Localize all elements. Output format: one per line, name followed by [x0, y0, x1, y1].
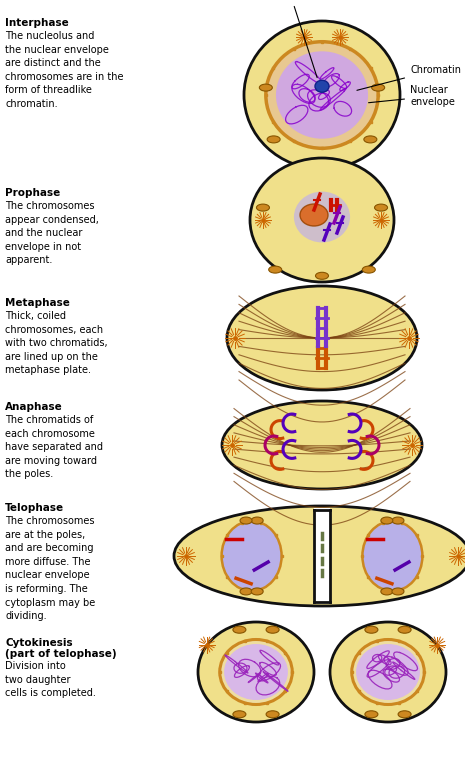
Ellipse shape — [381, 588, 393, 595]
Ellipse shape — [374, 204, 387, 211]
Ellipse shape — [300, 204, 328, 226]
Bar — [314, 508, 330, 604]
Ellipse shape — [251, 588, 263, 595]
Ellipse shape — [222, 401, 422, 489]
Ellipse shape — [267, 136, 280, 143]
Ellipse shape — [174, 506, 465, 606]
Ellipse shape — [362, 266, 375, 273]
Ellipse shape — [259, 84, 272, 91]
Ellipse shape — [233, 711, 246, 718]
Ellipse shape — [330, 622, 446, 722]
Ellipse shape — [266, 711, 279, 718]
Ellipse shape — [266, 41, 378, 148]
Ellipse shape — [240, 517, 252, 524]
Ellipse shape — [372, 84, 385, 91]
Ellipse shape — [266, 626, 279, 633]
Ellipse shape — [251, 517, 263, 524]
Ellipse shape — [294, 191, 350, 243]
Text: Division into
two daughter
cells is completed.: Division into two daughter cells is comp… — [5, 661, 96, 698]
Ellipse shape — [257, 204, 269, 211]
Ellipse shape — [315, 273, 328, 280]
Text: Thick, coiled
chromosomes, each
with two chromatids,
are lined up on the
metapha: Thick, coiled chromosomes, each with two… — [5, 311, 107, 376]
Ellipse shape — [269, 266, 282, 273]
Ellipse shape — [244, 21, 400, 169]
Ellipse shape — [362, 521, 422, 591]
Text: The chromosomes
appear condensed,
and the nuclear
envelope in not
apparent.: The chromosomes appear condensed, and th… — [5, 201, 99, 266]
Ellipse shape — [392, 588, 404, 595]
Text: (part of telophase): (part of telophase) — [5, 649, 117, 659]
Text: Nucleolus: Nucleolus — [267, 0, 317, 78]
Text: Cytokinesis: Cytokinesis — [5, 638, 73, 648]
Ellipse shape — [398, 711, 411, 718]
Text: Telophase: Telophase — [5, 503, 64, 513]
Ellipse shape — [356, 644, 420, 700]
Ellipse shape — [222, 521, 282, 591]
Text: Anaphase: Anaphase — [5, 402, 63, 412]
Ellipse shape — [365, 626, 378, 633]
Text: Interphase: Interphase — [5, 18, 69, 28]
Ellipse shape — [227, 286, 417, 390]
Text: Chromatin: Chromatin — [357, 65, 461, 91]
Ellipse shape — [364, 136, 377, 143]
Ellipse shape — [392, 517, 404, 524]
Ellipse shape — [250, 158, 394, 282]
Text: The chromosomes
are at the poles,
and are becoming
more diffuse. The
nuclear env: The chromosomes are at the poles, and ar… — [5, 516, 95, 621]
Ellipse shape — [233, 626, 246, 633]
Text: The nucleolus and
the nuclear envelope
are distinct and the
chromosomes are in t: The nucleolus and the nuclear envelope a… — [5, 31, 124, 109]
Text: Prophase: Prophase — [5, 188, 60, 198]
Ellipse shape — [276, 51, 368, 139]
Text: The chromatids of
each chromosome
have separated and
are moving toward
the poles: The chromatids of each chromosome have s… — [5, 415, 103, 479]
Ellipse shape — [198, 622, 314, 722]
Ellipse shape — [365, 711, 378, 718]
Text: Metaphase: Metaphase — [5, 298, 70, 308]
Ellipse shape — [352, 640, 424, 704]
Ellipse shape — [381, 517, 393, 524]
Text: Nuclear
envelope: Nuclear envelope — [369, 85, 455, 107]
Ellipse shape — [224, 644, 288, 700]
Ellipse shape — [398, 626, 411, 633]
Ellipse shape — [315, 81, 329, 92]
Ellipse shape — [220, 640, 292, 704]
Ellipse shape — [240, 588, 252, 595]
